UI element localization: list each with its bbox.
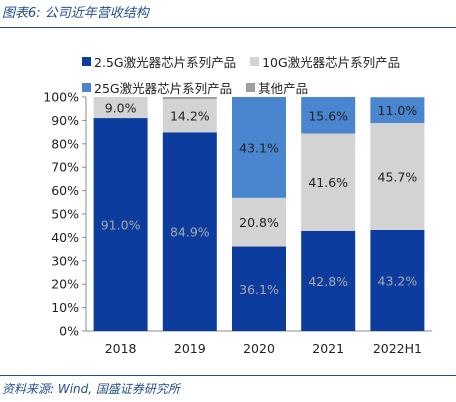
x-tick-label: 2022H1 <box>373 341 422 356</box>
legend-item-other: 其他产品 <box>246 78 308 97</box>
legend-item-10g: 10G激光器芯片系列产品 <box>250 52 400 71</box>
y-tick-label: 20% <box>51 277 79 292</box>
data-label: 91.0% <box>101 218 141 233</box>
data-label: 9.0% <box>105 101 137 116</box>
legend-label-2-5g: 2.5G激光器芯片系列产品 <box>94 54 237 70</box>
bar-segment <box>370 229 425 331</box>
y-tick-label: 10% <box>51 300 79 315</box>
legend-swatch-other <box>246 82 256 92</box>
chart-title: 图表6: 公司近年营收结构 <box>2 6 149 21</box>
y-tick-label: 40% <box>51 230 79 245</box>
source-divider <box>0 375 456 376</box>
y-tick-label: 80% <box>51 136 79 151</box>
y-tick-label: 60% <box>51 183 79 198</box>
bar-segment <box>301 133 356 231</box>
legend-swatch-2-5g <box>82 56 91 66</box>
bar-segment <box>370 97 425 123</box>
y-tick-label: 100% <box>43 90 79 105</box>
data-label: 15.6% <box>308 108 348 123</box>
legend-item-2-5g: 2.5G激光器芯片系列产品 <box>82 52 236 71</box>
y-tick-label: 0% <box>59 324 79 339</box>
bar-segment <box>370 122 425 230</box>
x-tick-label: 2018 <box>105 341 137 356</box>
legend-label-10g: 10G激光器芯片系列产品 <box>262 54 401 70</box>
bar-segment <box>232 97 286 198</box>
data-label: 42.8% <box>308 274 348 289</box>
data-label: 45.7% <box>378 169 418 184</box>
legend-row-2: 25G激光器芯片系列产品 其他产品 <box>82 74 442 100</box>
bar-segment <box>232 246 286 331</box>
y-tick-label: 90% <box>51 113 79 128</box>
bar-segment <box>301 230 356 331</box>
legend-item-25g: 25G激光器芯片系列产品 <box>82 78 232 97</box>
x-tick-label: 2020 <box>243 341 275 356</box>
data-label: 43.2% <box>378 273 418 288</box>
bar-segment <box>301 97 356 134</box>
legend-label-other: 其他产品 <box>258 80 309 96</box>
legend-label-25g: 25G激光器芯片系列产品 <box>94 80 233 96</box>
x-tick-label: 2021 <box>312 341 344 356</box>
data-label: 84.9% <box>170 225 210 240</box>
bar-segment <box>162 99 217 133</box>
data-label: 41.6% <box>308 175 348 190</box>
bar-segment <box>162 97 217 100</box>
legend-swatch-10g <box>250 56 260 66</box>
data-label: 43.1% <box>239 140 279 155</box>
bar-segment <box>93 118 148 331</box>
data-label: 14.2% <box>170 109 210 124</box>
data-label: 36.1% <box>239 282 279 297</box>
y-tick-label: 50% <box>51 207 79 222</box>
legend-swatch-25g <box>82 82 91 92</box>
bar-segment <box>93 97 148 119</box>
title-divider <box>0 27 456 28</box>
bar-segment <box>232 197 286 247</box>
bar-segment <box>162 132 217 331</box>
data-label: 20.8% <box>239 215 279 230</box>
chart-legend: 2.5G激光器芯片系列产品 10G激光器芯片系列产品 25G激光器芯片系列产品 … <box>82 48 442 100</box>
legend-row-1: 2.5G激光器芯片系列产品 10G激光器芯片系列产品 <box>82 48 442 74</box>
source-note: 资料来源: Wind, 国盛证券研究所 <box>2 382 180 396</box>
y-tick-label: 70% <box>51 160 79 175</box>
y-tick-label: 30% <box>51 253 79 268</box>
x-tick-label: 2019 <box>174 341 206 356</box>
data-label: 11.0% <box>378 103 418 118</box>
